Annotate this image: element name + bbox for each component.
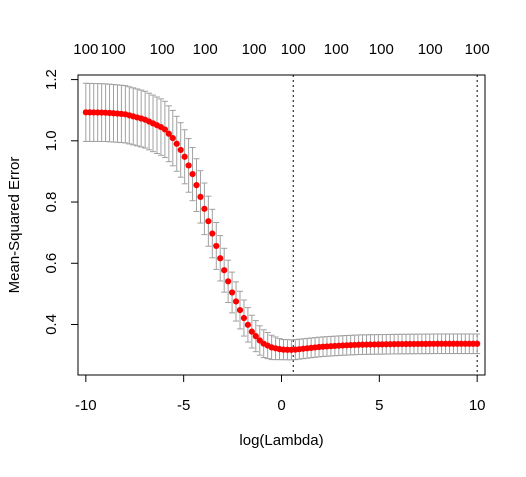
data-point — [185, 162, 192, 169]
top-axis-label: 100 — [193, 41, 218, 58]
x-axis: -10 -5 0 5 10 — [75, 374, 486, 414]
data-points — [82, 109, 481, 353]
data-point — [232, 298, 240, 305]
x-tick-label: 10 — [469, 397, 486, 414]
data-point — [181, 153, 188, 160]
top-axis-label: 100 — [101, 41, 126, 58]
data-point — [205, 218, 212, 225]
top-axis: 100 100 100 100 100 100 100 100 100 100 — [73, 41, 489, 58]
data-point — [221, 267, 228, 274]
data-point — [209, 230, 216, 237]
data-point — [228, 289, 236, 296]
data-point — [177, 146, 184, 154]
top-axis-label: 100 — [242, 41, 267, 58]
x-tick-label: -5 — [177, 397, 190, 414]
error-bars — [82, 82, 481, 361]
x-tick-label: -10 — [75, 397, 97, 414]
top-axis-label: 100 — [281, 41, 306, 58]
data-point — [161, 126, 168, 133]
y-axis-title: Mean-Squared Error — [6, 157, 23, 294]
data-point — [248, 328, 255, 335]
top-axis-label: 100 — [73, 41, 98, 58]
data-point — [201, 205, 208, 212]
data-point — [173, 140, 180, 147]
data-point — [217, 255, 224, 262]
data-point — [169, 134, 176, 142]
data-point — [252, 333, 259, 340]
data-point — [474, 340, 481, 347]
top-axis-label: 100 — [324, 41, 349, 58]
data-point — [225, 278, 232, 285]
y-tick-label: 0.8 — [43, 192, 60, 213]
top-axis-label: 100 — [465, 41, 490, 58]
top-axis-label: 100 — [150, 41, 175, 58]
y-axis: 0.4 0.6 0.8 1.0 1.2 — [43, 69, 79, 335]
y-tick-label: 0.6 — [43, 253, 60, 274]
x-axis-title: log(Lambda) — [239, 432, 323, 449]
y-tick-label: 1.2 — [43, 69, 60, 90]
data-point — [244, 321, 251, 328]
top-axis-label: 100 — [369, 41, 394, 58]
data-point — [165, 130, 172, 137]
data-point — [240, 314, 248, 322]
top-axis-label: 100 — [418, 41, 443, 58]
y-tick-label: 0.4 — [43, 314, 60, 335]
data-point — [189, 170, 196, 178]
x-tick-label: 0 — [277, 397, 285, 414]
data-point — [236, 307, 244, 314]
y-tick-label: 1.0 — [43, 130, 60, 151]
data-point — [193, 182, 200, 189]
x-tick-label: 5 — [375, 397, 383, 414]
data-point — [197, 193, 204, 200]
data-point — [213, 242, 220, 250]
vertical-lines — [292, 75, 478, 375]
